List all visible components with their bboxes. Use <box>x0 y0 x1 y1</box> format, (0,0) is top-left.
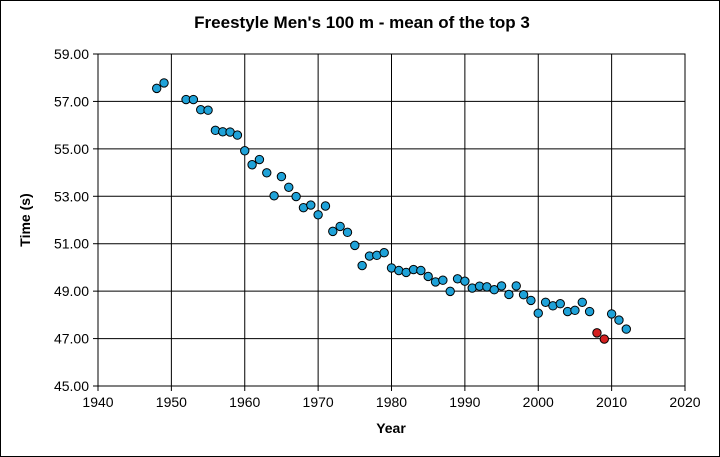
plot-area <box>97 53 686 387</box>
data-point <box>438 275 448 285</box>
data-point <box>276 171 287 182</box>
data-points <box>152 78 631 344</box>
data-point <box>306 200 316 210</box>
data-point <box>614 315 624 325</box>
data-point <box>335 221 345 232</box>
data-point <box>188 94 199 105</box>
data-point <box>555 299 565 309</box>
x-tick-label: 1960 <box>229 394 260 410</box>
data-point <box>496 281 507 291</box>
data-point <box>533 308 543 318</box>
y-tick-label: 57.00 <box>54 93 89 109</box>
data-point <box>152 83 162 94</box>
data-point <box>489 285 499 295</box>
chart-title: Freestyle Men's 100 m - mean of the top … <box>194 13 530 32</box>
y-tick-labels: 45.00 47.00 49.00 51.00 53.00 55.00 57.00 59.00 <box>54 46 89 394</box>
y-tick-label: 49.00 <box>54 283 89 299</box>
x-tick-label: 1970 <box>303 394 334 410</box>
y-tick-label: 51.00 <box>54 236 89 252</box>
data-point <box>159 78 169 88</box>
data-point <box>313 210 323 220</box>
x-tick-labels: 1940 1950 1960 1970 1980 1990 2000 2010 2020 <box>82 394 700 410</box>
data-point <box>247 160 257 170</box>
x-tick-label: 2020 <box>669 394 700 410</box>
x-axis-label: Year <box>376 420 406 436</box>
y-tick-label: 53.00 <box>54 188 89 204</box>
data-point <box>570 305 580 316</box>
data-point <box>526 295 536 306</box>
data-point <box>203 105 213 115</box>
data-point <box>518 290 529 300</box>
data-point <box>504 289 514 300</box>
x-tick-label: 1950 <box>156 394 187 410</box>
data-point <box>445 286 455 297</box>
data-point <box>584 306 595 317</box>
data-point <box>416 265 426 276</box>
data-point <box>423 271 433 282</box>
data-point <box>320 201 331 211</box>
x-tick-label: 1990 <box>449 394 480 410</box>
data-point <box>621 324 631 334</box>
x-tick-label: 2000 <box>523 394 554 410</box>
x-tick-label: 2010 <box>596 394 627 410</box>
y-tick-label: 55.00 <box>54 141 89 157</box>
data-point <box>350 240 360 251</box>
x-tick-label: 1980 <box>376 394 407 410</box>
y-tick-label: 47.00 <box>54 331 89 347</box>
data-point <box>577 297 587 307</box>
data-point <box>592 328 602 338</box>
data-point <box>357 260 367 271</box>
data-point <box>284 182 294 192</box>
data-point <box>254 154 265 165</box>
data-point <box>379 248 389 258</box>
data-point <box>606 309 617 319</box>
data-point <box>269 191 279 201</box>
data-point <box>342 227 353 238</box>
data-point <box>240 146 250 156</box>
data-point <box>540 297 551 307</box>
y-tick-label: 59.00 <box>54 46 89 62</box>
data-point <box>291 191 301 202</box>
grid <box>93 53 686 391</box>
data-point <box>511 281 521 291</box>
data-point <box>599 334 609 344</box>
data-point <box>460 276 470 286</box>
data-point <box>262 168 272 178</box>
x-tick-label: 1940 <box>82 394 113 410</box>
y-axis-label: Time (s) <box>17 193 33 246</box>
data-point <box>232 130 243 140</box>
data-point <box>328 226 338 237</box>
y-tick-label: 45.00 <box>54 378 89 394</box>
